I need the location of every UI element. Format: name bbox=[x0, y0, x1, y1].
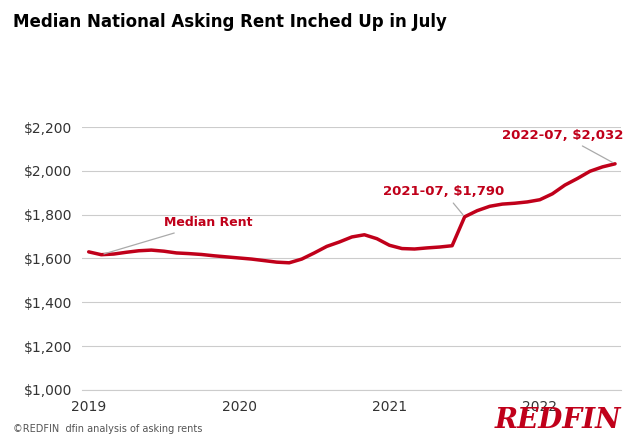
Text: REDFIN: REDFIN bbox=[495, 406, 621, 434]
Text: ©REDFIN  dfin analysis of asking rents: ©REDFIN dfin analysis of asking rents bbox=[13, 424, 202, 434]
Text: Median Rent: Median Rent bbox=[104, 216, 252, 254]
Text: 2022-07, $2,032: 2022-07, $2,032 bbox=[502, 129, 624, 162]
Text: 2021-07, $1,790: 2021-07, $1,790 bbox=[383, 185, 505, 215]
Text: Median National Asking Rent Inched Up in July: Median National Asking Rent Inched Up in… bbox=[13, 13, 446, 31]
